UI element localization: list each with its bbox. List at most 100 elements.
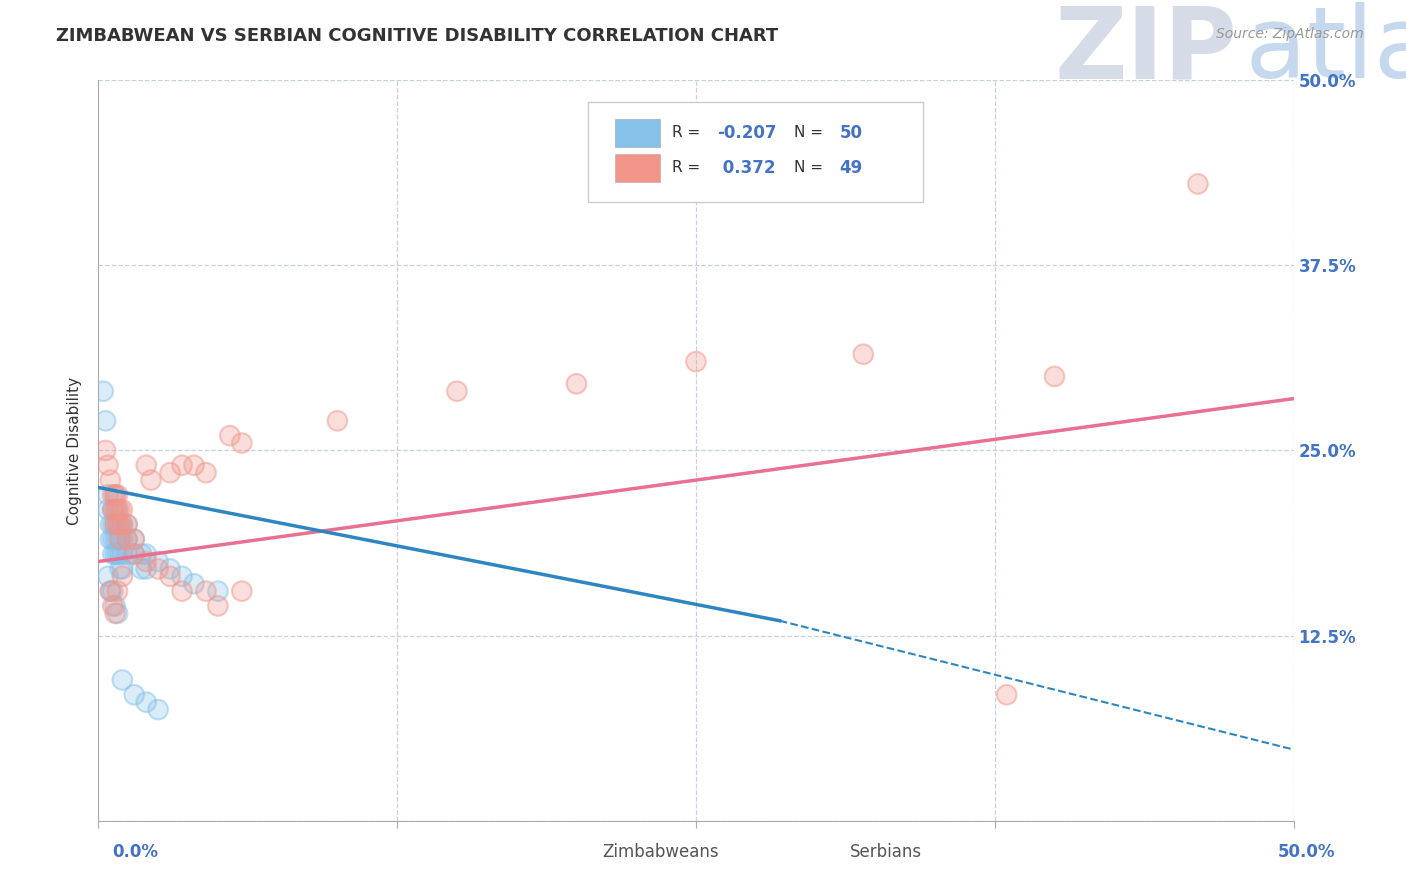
Point [101, 584, 124, 599]
Point [565, 376, 588, 391]
Point [101, 599, 124, 613]
Point [172, 569, 194, 583]
Point [183, 458, 205, 473]
Point [104, 517, 127, 532]
Point [124, 547, 146, 561]
Point [107, 517, 129, 532]
Point [111, 569, 134, 583]
Point [104, 533, 127, 547]
Point [148, 562, 170, 576]
Point [115, 533, 138, 547]
Point [108, 517, 131, 532]
Point [111, 569, 134, 583]
Point [565, 376, 588, 391]
Point [685, 354, 707, 368]
Point [104, 488, 127, 502]
Point [98, 584, 122, 599]
Point [148, 562, 170, 576]
Point [124, 547, 146, 561]
Text: Serbians: Serbians [849, 843, 922, 861]
Point [111, 517, 134, 532]
Point [231, 584, 253, 599]
FancyBboxPatch shape [589, 103, 922, 202]
Point [104, 502, 127, 516]
Point [111, 673, 134, 687]
Point [107, 502, 129, 516]
Point [108, 547, 131, 561]
Point [111, 502, 134, 516]
Point [101, 502, 124, 516]
Point [207, 599, 229, 613]
Point [135, 562, 157, 576]
Point [108, 533, 131, 547]
Text: Zimbabweans: Zimbabweans [603, 843, 718, 861]
Point [195, 466, 218, 480]
Point [135, 547, 157, 561]
Point [94, 414, 117, 428]
Point [108, 547, 131, 561]
Point [111, 517, 134, 532]
Point [107, 547, 129, 561]
Point [104, 599, 127, 613]
Text: atlas: atlas [1054, 2, 1406, 99]
Point [135, 458, 157, 473]
Point [108, 502, 131, 516]
Point [124, 688, 146, 702]
Point [207, 584, 229, 599]
Point [139, 473, 162, 487]
Point [1187, 177, 1209, 191]
Point [107, 533, 129, 547]
Point [108, 533, 131, 547]
Text: 50: 50 [839, 124, 862, 142]
Bar [614, 153, 661, 182]
Point [124, 547, 146, 561]
Point [446, 384, 468, 399]
Point [104, 607, 127, 621]
Point [195, 584, 218, 599]
Point [97, 488, 120, 502]
Point [115, 533, 138, 547]
Point [101, 533, 124, 547]
Point [124, 533, 146, 547]
Point [231, 436, 253, 450]
Text: -0.207: -0.207 [717, 124, 778, 142]
Point [101, 488, 124, 502]
Point [131, 547, 153, 561]
Point [183, 458, 205, 473]
Point [98, 533, 122, 547]
Point [172, 569, 194, 583]
Point [104, 502, 127, 516]
Point [101, 517, 124, 532]
Point [108, 533, 131, 547]
Point [124, 533, 146, 547]
Point [852, 347, 875, 361]
Point [98, 473, 122, 487]
Point [108, 517, 131, 532]
Point [115, 533, 138, 547]
Point [104, 488, 127, 502]
Point [101, 502, 124, 516]
Point [231, 584, 253, 599]
Point [124, 688, 146, 702]
Point [97, 458, 120, 473]
Point [108, 562, 131, 576]
Point [91, 384, 114, 399]
Point [104, 547, 127, 561]
Point [101, 533, 124, 547]
Point [115, 547, 138, 561]
Point [104, 607, 127, 621]
Point [104, 599, 127, 613]
Point [131, 562, 153, 576]
Point [104, 517, 127, 532]
Point [108, 502, 131, 516]
Point [107, 547, 129, 561]
Point [101, 584, 124, 599]
Point [135, 555, 157, 569]
Point [104, 533, 127, 547]
Point [219, 428, 242, 442]
Point [101, 502, 124, 516]
Point [101, 488, 124, 502]
Point [326, 414, 349, 428]
Point [195, 466, 218, 480]
Point [159, 569, 181, 583]
